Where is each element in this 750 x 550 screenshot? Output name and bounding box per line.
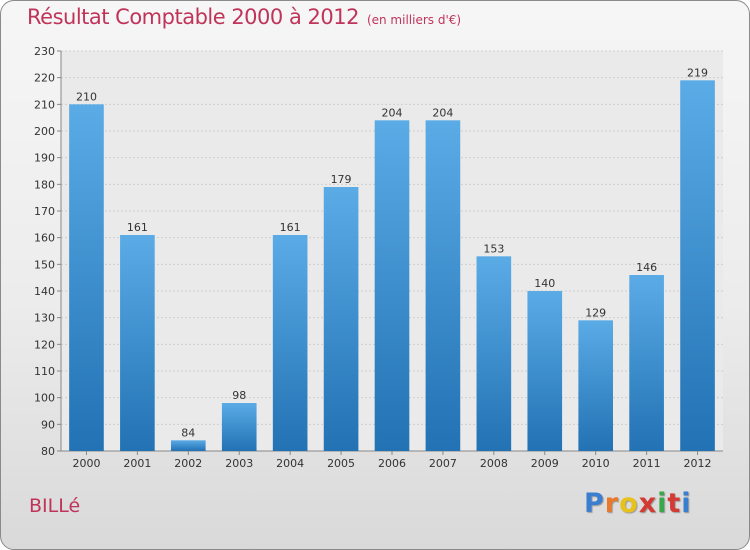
x-tick-label-2000: 2000 (72, 457, 100, 470)
x-tick-label-2008: 2008 (480, 457, 508, 470)
data-label-2009: 140 (534, 277, 555, 290)
x-tick-label-2002: 2002 (174, 457, 202, 470)
data-label-2003: 98 (232, 389, 246, 402)
x-tick-label-2006: 2006 (378, 457, 406, 470)
bar-2007 (425, 120, 461, 451)
bar-2003 (221, 403, 257, 451)
bar-2002 (170, 440, 206, 451)
proxiti-logo: Proxiti (584, 488, 692, 519)
town-name: BILLé (29, 495, 81, 517)
bar-2011 (629, 275, 664, 451)
y-tick-label: 150 (34, 258, 55, 271)
chart-title-text: Résultat Comptable 2000 à 2012 (27, 5, 359, 29)
y-tick-label: 110 (34, 365, 55, 378)
logo-letter: P (584, 488, 605, 519)
data-label-2008: 153 (483, 242, 504, 255)
bar-2008 (476, 256, 512, 451)
data-label-2011: 146 (636, 261, 657, 274)
x-tick-label-2009: 2009 (531, 457, 559, 470)
x-tick-label-2012: 2012 (684, 457, 712, 470)
y-tick-label: 90 (41, 418, 55, 431)
y-tick-label: 190 (34, 152, 55, 165)
bar-2004 (272, 235, 308, 451)
logo-letter: i (657, 488, 668, 519)
data-label-2007: 204 (432, 106, 453, 119)
y-tick-label: 180 (34, 178, 55, 191)
data-label-2004: 161 (280, 221, 301, 234)
y-tick-label: 140 (34, 285, 55, 298)
data-label-2000: 210 (76, 90, 97, 103)
bar-2005 (323, 187, 359, 451)
logo-letter: i (681, 488, 692, 519)
data-label-2002: 84 (181, 426, 195, 439)
y-tick-label: 120 (34, 338, 55, 351)
y-tick-label: 210 (34, 98, 55, 111)
x-tick-label-2003: 2003 (225, 457, 253, 470)
bar-2012 (680, 80, 715, 451)
data-label-2001: 161 (127, 221, 148, 234)
bar-2006 (374, 120, 410, 451)
chart-subtitle: (en milliers d'€) (366, 13, 462, 27)
x-tick-label-2011: 2011 (633, 457, 661, 470)
x-tick-label-2004: 2004 (276, 457, 304, 470)
y-tick-label: 220 (34, 72, 55, 85)
chart-title: Résultat Comptable 2000 à 2012 (en millie… (27, 5, 461, 29)
x-tick-label-2005: 2005 (327, 457, 355, 470)
bar-2000 (69, 104, 104, 451)
bar-2009 (527, 291, 563, 451)
bar-2010 (578, 320, 614, 451)
y-tick-label: 80 (41, 445, 55, 458)
data-label-2006: 204 (382, 106, 403, 119)
y-tick-label: 100 (34, 392, 55, 405)
bar-2001 (120, 235, 155, 451)
y-tick-label: 130 (34, 312, 55, 325)
x-tick-label-2001: 2001 (123, 457, 151, 470)
logo-letter: x (638, 488, 658, 519)
data-label-2012: 219 (687, 66, 708, 79)
y-tick-label: 230 (34, 45, 55, 58)
y-tick-label: 160 (34, 232, 55, 245)
data-label-2010: 129 (585, 306, 606, 319)
x-tick-label-2007: 2007 (429, 457, 457, 470)
logo-letter: t (667, 488, 682, 519)
data-label-2005: 179 (331, 173, 352, 186)
logo-letter: r (604, 488, 620, 519)
y-tick-label: 170 (34, 205, 55, 218)
y-tick-label: 200 (34, 125, 55, 138)
x-tick-label-2010: 2010 (582, 457, 610, 470)
logo-letter: o (619, 488, 639, 519)
